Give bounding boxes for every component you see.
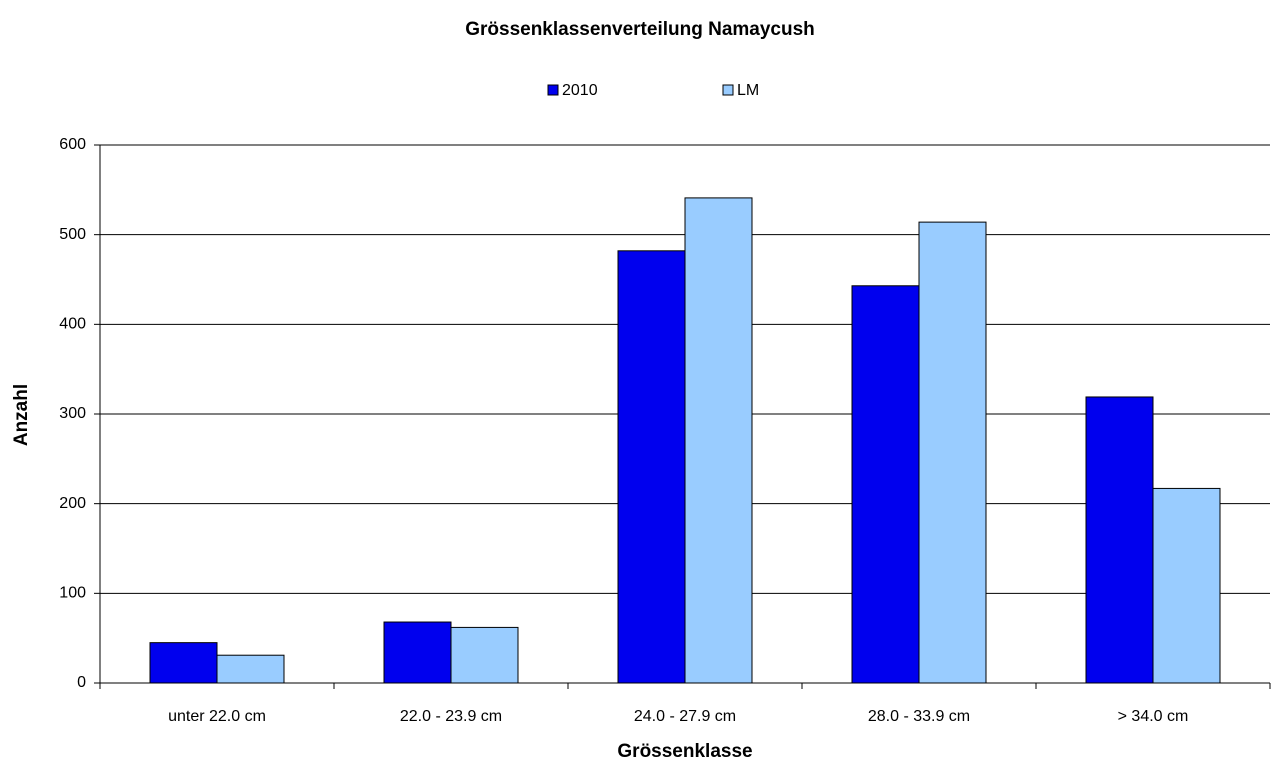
y-axis-label: Anzahl (11, 384, 32, 446)
x-axis-label: Grössenklasse (617, 741, 752, 762)
x-tick-label: 22.0 - 23.9 cm (400, 708, 502, 725)
x-tick-label: unter 22.0 cm (168, 708, 266, 725)
legend-label: LM (737, 82, 759, 99)
bar (684, 197, 753, 684)
bar (450, 626, 519, 684)
legend-label: 2010 (562, 82, 598, 99)
y-tick-label: 200 (59, 495, 86, 512)
y-tick-label: 600 (59, 136, 86, 153)
chart-title: Grössenklassenverteilung Namaycush (465, 19, 815, 40)
bar (149, 642, 218, 684)
y-tick-label: 500 (59, 226, 86, 243)
bar (851, 285, 920, 684)
bar (216, 654, 285, 684)
bar (1152, 487, 1221, 684)
bar (383, 621, 452, 684)
x-tick-label: 28.0 - 33.9 cm (868, 708, 970, 725)
bar (1085, 396, 1154, 684)
bar (918, 221, 987, 684)
x-tick-label: 24.0 - 27.9 cm (634, 708, 736, 725)
y-tick-label: 400 (59, 316, 86, 333)
y-tick-label: 300 (59, 405, 86, 422)
y-tick-label: 0 (77, 674, 86, 691)
bar (617, 250, 686, 684)
x-tick-label: > 34.0 cm (1118, 708, 1189, 725)
legend-swatch (547, 84, 559, 96)
legend-swatch (722, 84, 734, 96)
y-tick-label: 100 (59, 585, 86, 602)
